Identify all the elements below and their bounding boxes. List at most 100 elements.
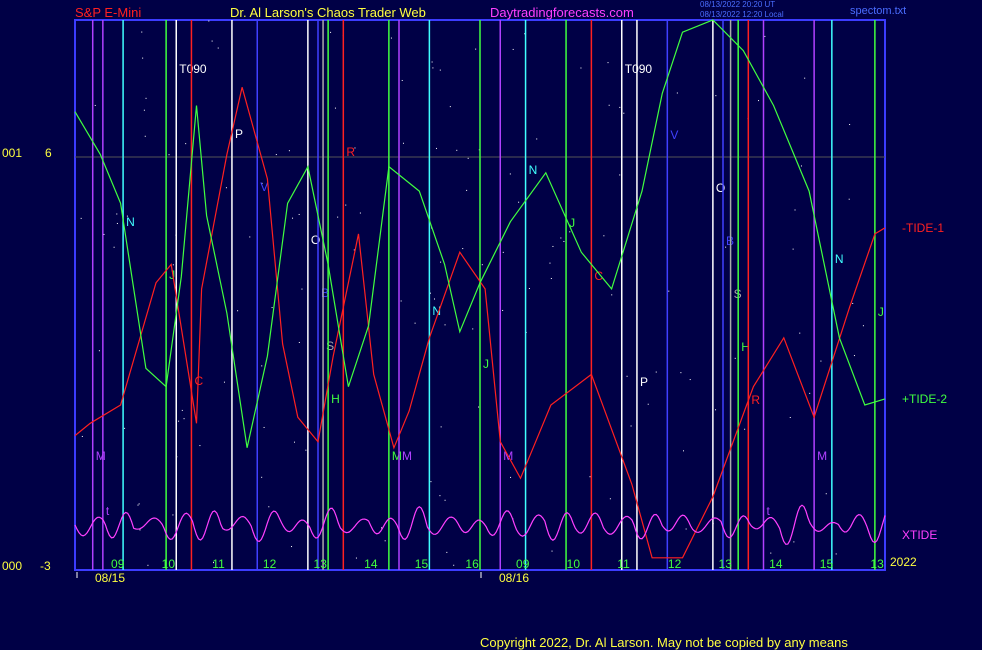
timestamp-local: 08/13/2022 12:20 Local — [700, 10, 784, 19]
noise-dot — [217, 47, 219, 49]
noise-dot — [390, 37, 392, 39]
noise-dot — [116, 222, 118, 224]
site-url[interactable]: Daytradingforecasts.com — [490, 5, 634, 20]
noise-dot — [758, 100, 760, 102]
noise-dot — [81, 435, 83, 437]
x-tick-label: 15 — [820, 557, 834, 571]
noise-dot — [809, 392, 811, 394]
series-line — [74, 87, 886, 559]
noise-dot — [524, 33, 526, 35]
noise-dot — [237, 310, 239, 312]
noise-dot — [683, 450, 685, 452]
noise-dot — [261, 365, 263, 367]
event-label: J — [483, 357, 489, 371]
noise-dot — [414, 322, 416, 324]
noise-dot — [619, 106, 621, 108]
noise-dot — [510, 476, 512, 478]
noise-dot — [293, 441, 295, 443]
event-label: B — [321, 286, 329, 300]
series-label: XTIDE — [902, 528, 937, 542]
noise-dot — [626, 375, 628, 377]
event-label: N — [126, 215, 135, 229]
series-label: +TIDE-2 — [902, 392, 947, 406]
noise-dot — [384, 540, 386, 542]
noise-dot — [172, 514, 174, 516]
noise-dot — [550, 277, 552, 279]
noise-dot — [435, 147, 437, 149]
event-label: R — [346, 145, 355, 159]
event-label: P — [640, 375, 648, 389]
copyright: Copyright 2022, Dr. Al Larson. May not b… — [480, 635, 848, 650]
noise-dot — [432, 67, 434, 69]
noise-dot — [800, 165, 802, 167]
noise-dot — [852, 302, 854, 304]
noise-dot — [799, 332, 801, 334]
event-label: M — [817, 449, 827, 463]
noise-dot — [113, 246, 115, 248]
event-label: T090 — [179, 62, 207, 76]
y-tick-label: -3 — [40, 559, 51, 573]
noise-dot — [462, 248, 464, 250]
noise-dot — [764, 35, 766, 37]
event-label: N — [432, 304, 441, 318]
noise-dot — [478, 406, 480, 408]
noise-dot — [142, 57, 144, 59]
noise-dot — [275, 154, 277, 156]
noise-dot — [98, 350, 100, 352]
x-tick-label: 16 — [465, 557, 479, 571]
noise-dot — [770, 552, 772, 554]
noise-dot — [676, 92, 678, 94]
event-label: O — [716, 181, 725, 195]
noise-dot — [126, 215, 128, 217]
event-label: C — [194, 374, 203, 388]
noise-dot — [715, 409, 717, 411]
noise-dot — [607, 62, 609, 64]
noise-dot — [298, 213, 300, 215]
noise-dot — [849, 124, 851, 126]
noise-dot — [794, 209, 796, 211]
noise-dot — [401, 79, 403, 81]
noise-dot — [569, 231, 571, 233]
y-scale-label: 001 — [2, 146, 22, 160]
noise-dot — [185, 143, 187, 145]
noise-dot — [456, 149, 458, 151]
noise-dot — [263, 426, 265, 428]
noise-dot — [623, 112, 625, 114]
noise-dot — [466, 189, 468, 191]
noise-dot — [298, 341, 300, 343]
noise-dot — [330, 31, 332, 33]
noise-dot — [147, 564, 149, 566]
noise-dot — [80, 217, 82, 219]
series-label: -TIDE-1 — [902, 221, 944, 235]
year-label: 2022 — [890, 555, 917, 569]
event-label: H — [741, 340, 750, 354]
noise-dot — [655, 371, 657, 373]
noise-dot — [145, 97, 147, 99]
noise-dot — [512, 48, 514, 50]
x-tick-label: 14 — [769, 557, 783, 571]
event-label: J — [569, 216, 575, 230]
noise-dot — [288, 150, 290, 152]
event-label: P — [235, 127, 243, 141]
noise-dot — [689, 379, 691, 381]
noise-dot — [475, 48, 477, 50]
series-line — [74, 19, 886, 448]
noise-dot — [619, 174, 621, 176]
event-label: t — [767, 504, 771, 518]
noise-dot — [138, 503, 140, 505]
y-tick-label: 6 — [45, 146, 52, 160]
x-tick-label: 13 — [870, 557, 884, 571]
noise-dot — [509, 173, 511, 175]
noise-dot — [271, 307, 273, 309]
noise-dot — [825, 493, 827, 495]
noise-dot — [355, 557, 357, 559]
x-tick-label: 11 — [212, 557, 225, 571]
noise-dot — [853, 355, 855, 357]
noise-dot — [472, 328, 474, 330]
noise-dot — [359, 212, 361, 214]
event-label: O — [311, 233, 320, 247]
noise-dot — [608, 104, 610, 106]
noise-dot — [249, 236, 251, 238]
noise-dot — [103, 233, 105, 235]
noise-dot — [440, 261, 442, 263]
